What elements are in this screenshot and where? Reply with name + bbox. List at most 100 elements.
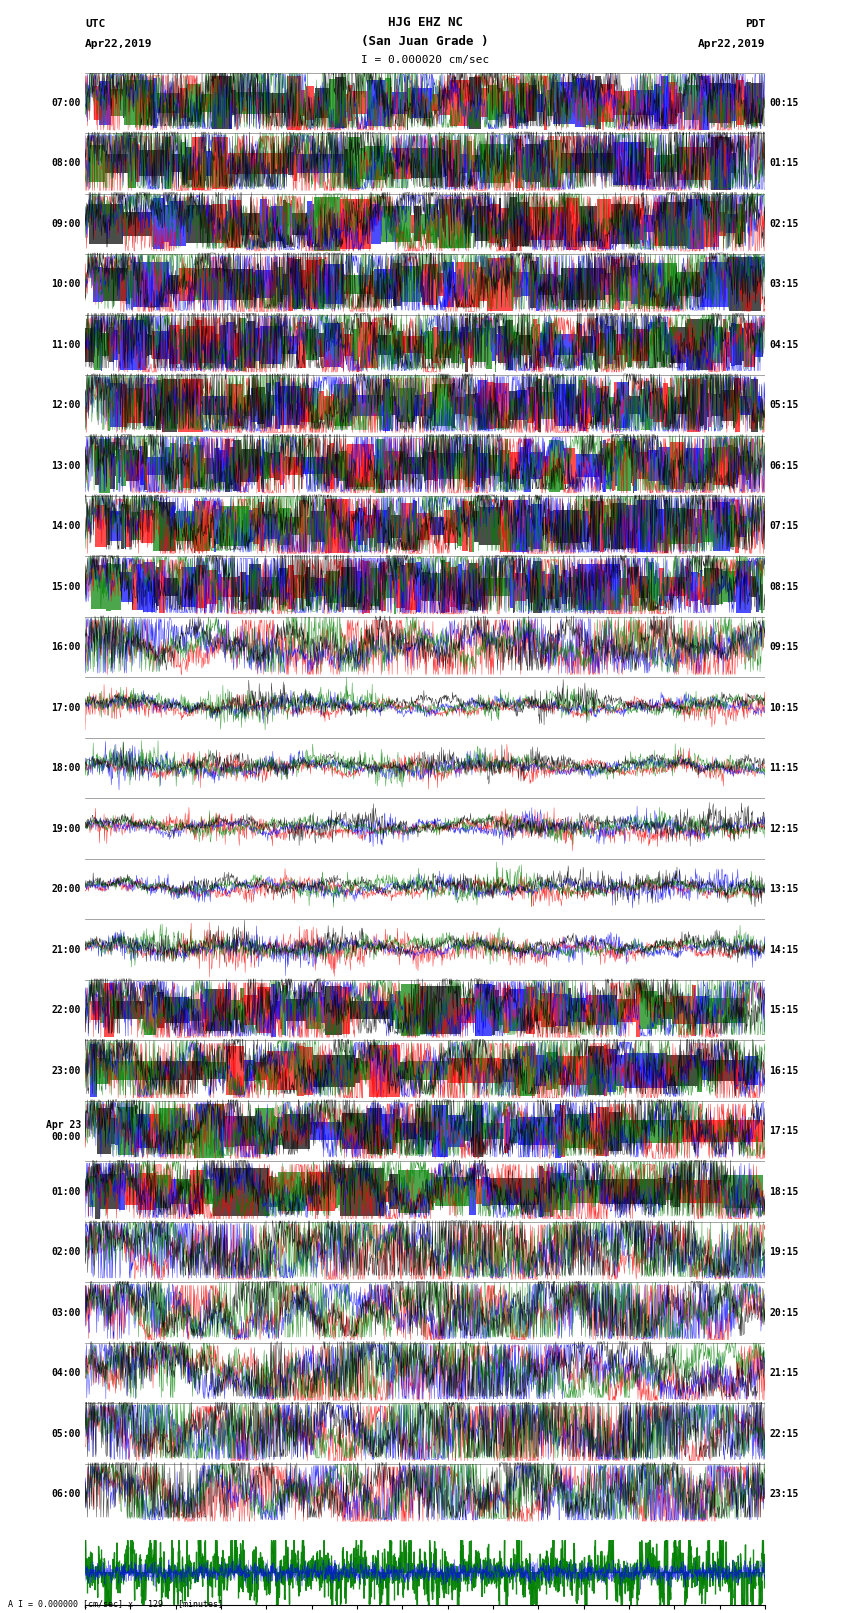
- Bar: [106, 563, 110, 611]
- Bar: [350, 1002, 390, 1019]
- Bar: [326, 571, 338, 603]
- Bar: [479, 508, 500, 545]
- Bar: [751, 379, 758, 432]
- Bar: [366, 1108, 382, 1153]
- Bar: [307, 202, 311, 247]
- Bar: [611, 503, 626, 550]
- Bar: [147, 456, 166, 474]
- Bar: [325, 986, 343, 1034]
- Bar: [515, 1047, 516, 1095]
- Bar: [258, 440, 260, 492]
- Bar: [648, 561, 654, 611]
- Bar: [246, 323, 247, 366]
- Bar: [474, 984, 492, 1036]
- Bar: [509, 989, 525, 1031]
- Bar: [657, 995, 663, 1024]
- Bar: [654, 389, 664, 423]
- Bar: [324, 265, 343, 305]
- Bar: [191, 137, 205, 190]
- Bar: [288, 565, 294, 610]
- Bar: [226, 1047, 244, 1095]
- Bar: [122, 445, 126, 486]
- Bar: [702, 576, 704, 597]
- Bar: [109, 327, 114, 363]
- Bar: [390, 382, 392, 429]
- Bar: [156, 568, 159, 606]
- Bar: [366, 79, 385, 126]
- Bar: [447, 140, 460, 187]
- Bar: [640, 208, 642, 240]
- Bar: [231, 1000, 240, 1019]
- Bar: [303, 574, 306, 598]
- Bar: [528, 505, 530, 547]
- Bar: [338, 1177, 339, 1205]
- Bar: [302, 455, 303, 477]
- Bar: [439, 90, 451, 116]
- Bar: [363, 268, 364, 302]
- Bar: [473, 511, 479, 542]
- Bar: [334, 384, 352, 426]
- Bar: [597, 995, 617, 1026]
- Bar: [236, 92, 270, 113]
- Bar: [306, 992, 321, 1029]
- Bar: [483, 1123, 504, 1139]
- Bar: [339, 1168, 384, 1216]
- Bar: [364, 561, 371, 613]
- Text: 10:00: 10:00: [51, 279, 81, 289]
- Bar: [136, 145, 139, 182]
- Bar: [422, 263, 439, 305]
- Bar: [400, 1061, 405, 1079]
- Bar: [756, 561, 757, 613]
- Bar: [441, 139, 443, 189]
- Bar: [543, 455, 549, 476]
- Bar: [659, 85, 661, 119]
- Bar: [329, 85, 330, 119]
- Bar: [531, 452, 543, 479]
- Bar: [249, 510, 253, 542]
- Text: 11:00: 11:00: [51, 340, 81, 350]
- Bar: [270, 206, 283, 242]
- Text: 14:15: 14:15: [769, 945, 799, 955]
- Bar: [615, 445, 617, 486]
- Bar: [377, 334, 391, 355]
- Bar: [518, 1118, 553, 1145]
- Bar: [518, 336, 531, 355]
- Bar: [703, 510, 713, 542]
- Bar: [519, 447, 524, 484]
- Bar: [648, 450, 659, 481]
- Text: 08:00: 08:00: [51, 158, 81, 168]
- Bar: [241, 571, 246, 602]
- Bar: [586, 81, 596, 126]
- Bar: [595, 318, 598, 371]
- Bar: [294, 576, 302, 598]
- Bar: [463, 452, 465, 481]
- Bar: [443, 150, 445, 177]
- Bar: [98, 1108, 110, 1155]
- Bar: [389, 1174, 398, 1210]
- Text: 05:15: 05:15: [769, 400, 799, 410]
- Bar: [472, 155, 480, 173]
- Bar: [394, 992, 401, 1029]
- Bar: [688, 574, 689, 598]
- Bar: [707, 1060, 734, 1081]
- Bar: [472, 450, 473, 481]
- Bar: [92, 565, 106, 608]
- Bar: [656, 577, 659, 595]
- Bar: [600, 1179, 658, 1203]
- Bar: [472, 563, 477, 610]
- Bar: [394, 560, 396, 613]
- Bar: [594, 386, 597, 424]
- Bar: [218, 574, 221, 600]
- Bar: [124, 505, 125, 548]
- Bar: [565, 198, 580, 250]
- Bar: [473, 1105, 483, 1157]
- Bar: [439, 273, 443, 295]
- Bar: [428, 573, 441, 602]
- Bar: [666, 1182, 672, 1200]
- Bar: [177, 387, 178, 424]
- Bar: [155, 331, 169, 360]
- Bar: [411, 215, 414, 232]
- Bar: [416, 1108, 423, 1155]
- Bar: [709, 382, 711, 427]
- Bar: [286, 998, 306, 1021]
